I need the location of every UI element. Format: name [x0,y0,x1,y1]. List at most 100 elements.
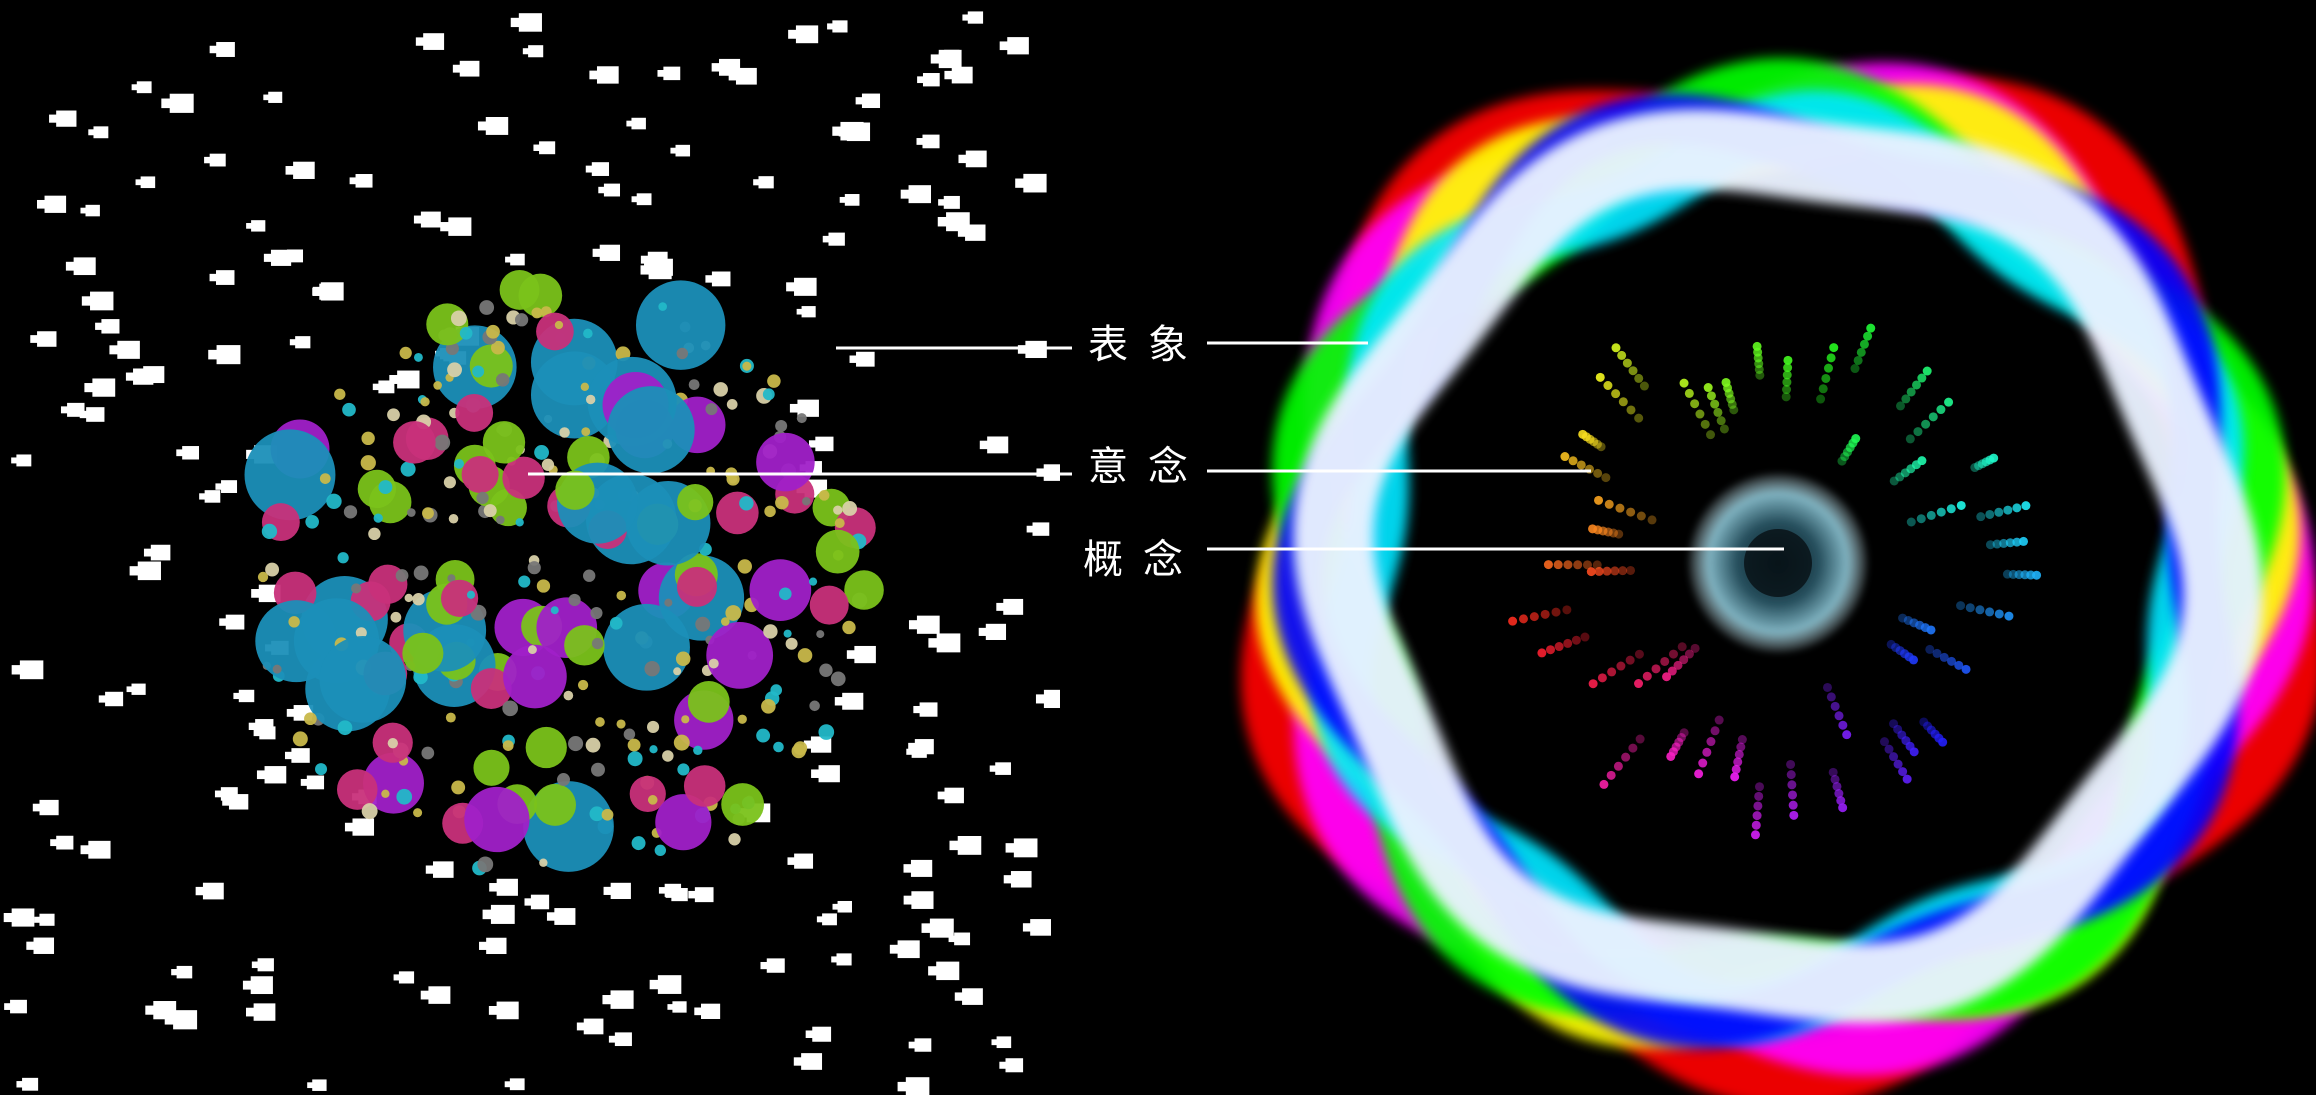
white-particle [209,42,235,57]
white-particle [999,37,1029,55]
cluster-dot [433,381,442,390]
cluster-dot [413,565,429,581]
cluster-dot [434,434,451,451]
white-particle [81,291,114,311]
white-particle [928,633,961,653]
cluster-dot [655,794,712,851]
cluster-dot [589,806,605,822]
white-particle [822,232,845,246]
cluster-dot [502,456,545,500]
streak [1879,737,1912,784]
cluster-dot [413,352,423,362]
white-particle [657,66,681,81]
streak [1985,536,2029,550]
white-particle [667,1001,687,1013]
white-particle [640,251,668,268]
cluster-dot [658,302,667,311]
cluster-dot [585,394,596,405]
white-particle [284,748,310,763]
white-particle [135,176,156,189]
white-particle [592,244,621,261]
cluster-dot [646,720,660,734]
cluster-dot [387,737,398,749]
white-particle [903,891,934,909]
white-particle [1003,871,1032,888]
white-particle [32,799,59,816]
white-particle [688,887,714,903]
cluster-dot [472,365,485,378]
cluster-dot [629,775,666,813]
cluster-dot [304,712,317,726]
cluster-dot [491,340,505,355]
cluster-dot [793,741,808,756]
white-particle [161,93,194,113]
white-particle [80,840,111,859]
white-particle [131,81,152,94]
streak [1970,453,1999,473]
white-particle [921,918,954,938]
streak [2002,569,2042,580]
cluster-dot [536,312,574,351]
cluster-dot [802,496,811,506]
white-particle [477,116,509,135]
cluster-dot [649,745,658,754]
white-particle [129,561,161,581]
white-particle [603,882,631,900]
cluster-dot [627,738,641,752]
white-particle [938,195,960,209]
cluster-dot [451,780,466,795]
cluster-dot [387,408,400,422]
white-particle [889,940,920,959]
cluster-dot [818,724,835,740]
white-particle [50,835,74,850]
cluster-dot [842,620,856,635]
white-particle [209,270,235,285]
white-particle [999,1058,1024,1073]
white-particle [420,986,451,1004]
cluster-dot [525,726,567,769]
white-particle [958,150,987,168]
cluster-dot [255,600,338,683]
cluster-dot [647,795,658,805]
cluster-dot [261,523,278,540]
cluster-dot [334,388,346,400]
cluster-dot [413,808,423,818]
cluster-dot [305,515,319,529]
white-particle [589,66,619,84]
cluster-dot [695,616,711,632]
white-particle [928,961,960,981]
cluster-dot [568,593,581,607]
streak [1634,642,1687,689]
white-particle [533,141,556,155]
cluster-dot [683,765,726,807]
streak [1599,734,1645,789]
cluster-dot [815,529,860,574]
white-particle [344,818,375,836]
streak [1586,565,1636,577]
white-particle [164,1010,198,1030]
cluster-dot [448,513,459,524]
cluster-dot [336,769,378,810]
white-particle [263,249,292,266]
cluster-dot [764,505,776,518]
white-particle [760,958,785,973]
white-particle [937,212,970,232]
cluster-dot [402,632,444,674]
cluster-dot [673,734,690,751]
cluster-dot [559,427,570,438]
white-particle [908,615,940,634]
white-particle [389,370,420,389]
white-particle [1022,919,1051,936]
cluster-dot [518,575,531,588]
cluster-dot [726,399,738,410]
streak [1588,524,1624,539]
white-particle [372,380,395,394]
white-particle [832,900,852,913]
white-particle [30,331,57,347]
cluster-dot [816,630,825,639]
cluster-dot [541,458,555,471]
white-particle [789,399,819,417]
white-particle [126,683,146,695]
cluster-dot [775,495,789,510]
